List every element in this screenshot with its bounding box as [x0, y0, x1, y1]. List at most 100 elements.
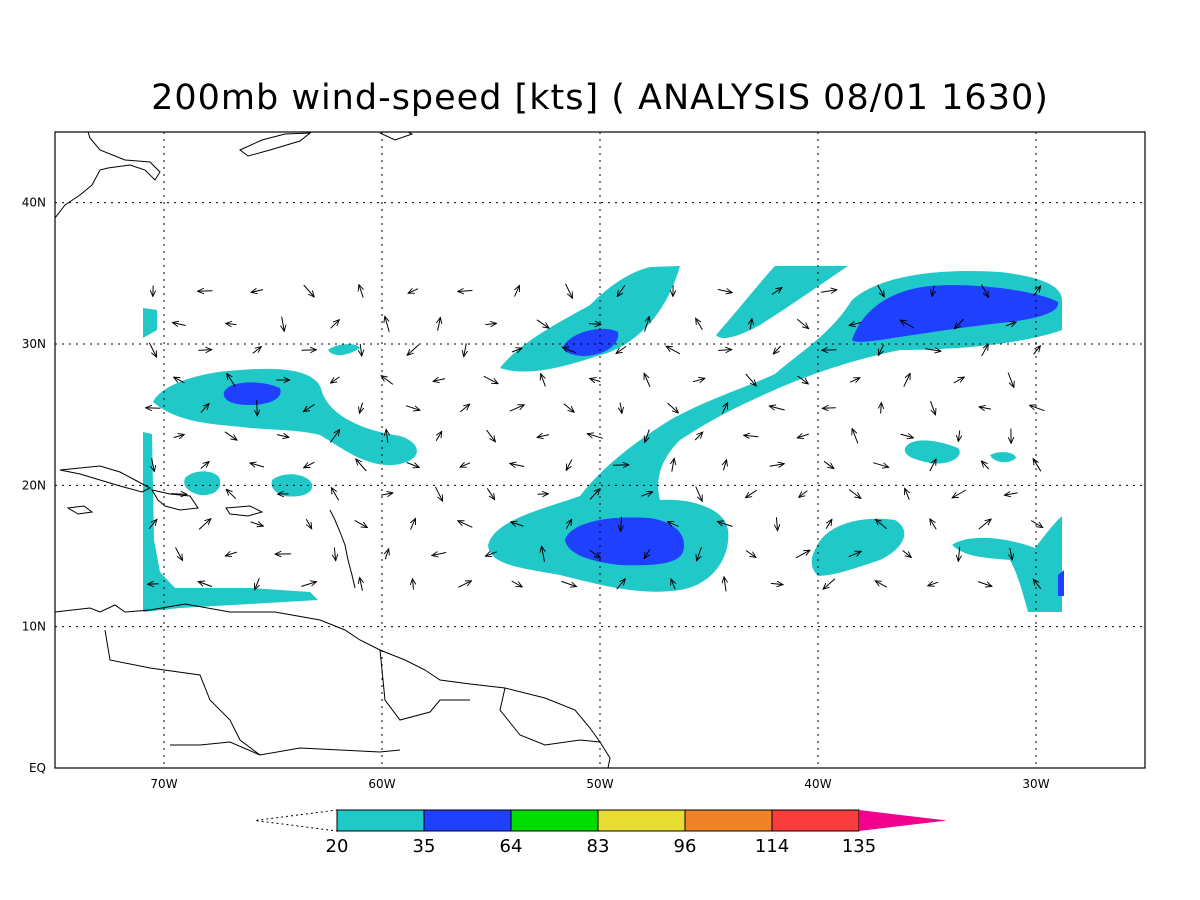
wind-arrow: [173, 434, 185, 437]
wind-arrow: [644, 549, 651, 558]
wind-arrow: [1032, 286, 1040, 297]
wind-arrow: [486, 488, 494, 499]
wind-arrow: [334, 547, 335, 560]
wind-arrow: [386, 429, 388, 443]
wind-arrow: [694, 432, 703, 441]
lon-tick-label: 70W: [150, 777, 177, 791]
colorbar-swatch: [510, 809, 599, 832]
lat-lon-grid: [55, 132, 1145, 768]
wind-arrow: [723, 460, 726, 471]
wind-arrow: [459, 404, 469, 413]
lat-tick-label: 40N: [22, 196, 46, 210]
wind-arrow: [458, 521, 473, 528]
wind-arrow: [458, 291, 473, 292]
wind-arrow: [849, 378, 860, 383]
lon-tick-label: 60W: [368, 777, 395, 791]
latitude-labels: EQ 10N 20N 30N 40N: [22, 196, 46, 775]
wind-arrow: [486, 429, 496, 442]
wind-arrow: [928, 582, 939, 586]
colorbar-level-label: 35: [413, 836, 436, 857]
colorbar-swatch: [597, 809, 686, 832]
wind-arrow: [1007, 372, 1014, 388]
border-guianas: [499, 687, 601, 746]
wind-arrow: [410, 518, 416, 530]
wind-arrow: [1033, 346, 1041, 355]
wind-arrow: [200, 462, 209, 469]
wind-arrow: [407, 344, 420, 356]
wind-arrow: [930, 519, 937, 530]
wind-arrow: [511, 348, 522, 352]
wind-arrow: [799, 490, 808, 498]
wind-arrow: [797, 434, 809, 438]
wind-arrow: [667, 402, 679, 413]
coastline-nova-scotia: [239, 132, 312, 157]
colorbar: 20 35 64 83 96 114 135: [254, 809, 947, 857]
wind-arrow: [823, 578, 836, 590]
wind-arrow: [510, 464, 525, 467]
coastline-puerto-rico: [225, 505, 264, 517]
lon-tick-label: 50W: [586, 777, 613, 791]
colorbar-swatch: [423, 809, 512, 832]
map-frame: [54, 131, 1146, 769]
wind-arrow: [198, 519, 211, 530]
wind-arrow: [645, 429, 650, 443]
wind-arrow: [930, 400, 936, 415]
wind-arrow: [644, 316, 650, 332]
border-brazil: [170, 741, 401, 756]
colorbar-swatch: [684, 809, 773, 832]
wind-arrow: [797, 375, 809, 384]
lat-tick-label: 30N: [22, 337, 46, 351]
wind-arrow: [852, 429, 859, 444]
wind-arrow: [822, 408, 836, 409]
wind-arrow: [276, 435, 289, 438]
wind-arrow: [304, 461, 315, 468]
wind-arrow: [744, 435, 759, 436]
wind-arrow: [250, 522, 264, 526]
wind-arrow: [360, 577, 363, 591]
wind-arrow: [405, 405, 420, 411]
wind-arrow: [460, 463, 471, 467]
wind-arrow: [588, 324, 601, 325]
wind-arrow: [148, 519, 157, 530]
wind-arrow: [511, 522, 524, 526]
coastline-cuba: [59, 465, 152, 493]
coastline-newfoundland: [379, 132, 414, 141]
wind-arrow: [438, 317, 441, 331]
wind-arrow: [641, 492, 652, 496]
wind-arrow: [616, 579, 626, 590]
wind-arrow: [620, 402, 622, 414]
wind-arrow: [825, 519, 832, 529]
wind-arrow: [745, 550, 756, 558]
coastlines: [55, 132, 611, 768]
wind-arrow: [981, 344, 989, 357]
wind-arrow: [329, 430, 339, 443]
wind-arrow: [536, 319, 549, 328]
wind-arrow: [981, 284, 989, 298]
wind-arrow: [1033, 459, 1042, 472]
wind-arrow: [174, 377, 185, 384]
wind-arrow: [954, 318, 964, 329]
border-venezuela-guyana: [379, 649, 470, 721]
wind-arrow: [226, 323, 237, 324]
coastline-lesser-antilles: [329, 509, 356, 589]
wind-arrow: [1005, 322, 1016, 326]
wind-arrow: [175, 547, 183, 561]
wind-arrow: [776, 517, 777, 530]
wind-arrow: [152, 458, 155, 471]
wind-arrow: [562, 347, 576, 354]
wind-arrow: [257, 399, 258, 416]
wind-arrow: [717, 289, 732, 292]
wind-arrow: [905, 488, 910, 500]
wind-arrow: [305, 518, 311, 529]
wind-arrow: [225, 552, 237, 556]
wind-vectors: [146, 284, 1045, 592]
wind-arrow: [877, 284, 885, 297]
colorbar-low-triangle: [254, 809, 338, 832]
wind-arrow: [1004, 493, 1018, 495]
wind-arrow: [977, 581, 992, 587]
wind-arrow: [252, 347, 262, 354]
wind-arrow: [717, 522, 733, 527]
wind-arrow: [873, 462, 888, 468]
wind-arrow: [878, 344, 885, 356]
